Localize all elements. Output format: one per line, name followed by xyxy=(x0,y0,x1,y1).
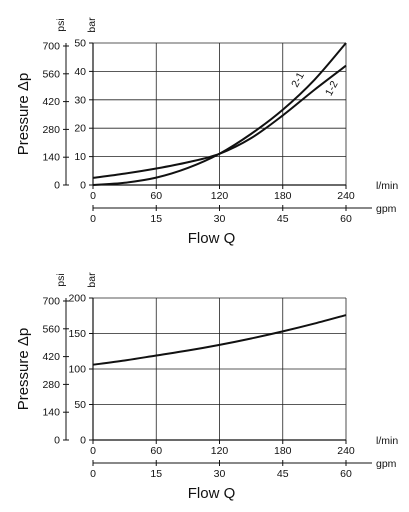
psi-tick-label: 420 xyxy=(42,96,60,108)
lpm-tick-label: 0 xyxy=(90,445,96,457)
lpm-unit: l/min xyxy=(376,180,398,192)
gpm-tick-label: 60 xyxy=(340,468,352,480)
bar-tick-label: 0 xyxy=(80,435,86,447)
bar-tick-label: 50 xyxy=(74,399,86,411)
gpm-tick-label: 30 xyxy=(214,468,226,480)
bar-tick-label: 100 xyxy=(68,364,86,376)
x-axis-title: Flow Q xyxy=(188,230,236,247)
lpm-tick-label: 240 xyxy=(337,445,355,457)
gpm-tick-label: 15 xyxy=(150,468,162,480)
bar-tick-label: 150 xyxy=(68,328,86,340)
bar-tick-label: 10 xyxy=(74,151,86,163)
series-line-0 xyxy=(92,314,347,366)
chart-top: 0 10 20 30 40 50 0 140 280 420 560 700 psi bar Pressur… xyxy=(15,17,398,247)
bar-tick-label: 20 xyxy=(74,123,86,135)
gpm-tick-label: 45 xyxy=(277,213,289,225)
psi-tick-label: 280 xyxy=(42,124,60,136)
lpm-tick-label: 120 xyxy=(211,445,229,457)
bar-tick-label: 40 xyxy=(74,66,86,78)
psi-tick-label: 140 xyxy=(42,407,60,419)
lpm-tick-label: 180 xyxy=(274,445,292,457)
psi-tick-label: 420 xyxy=(42,351,60,363)
psi-tick-label: 0 xyxy=(54,180,60,192)
lpm-tick-label: 0 xyxy=(90,190,96,202)
psi-unit: psi xyxy=(55,18,67,31)
gpm-tick-label: 15 xyxy=(150,213,162,225)
lpm-tick-label: 180 xyxy=(274,190,292,202)
psi-tick-label: 0 xyxy=(54,435,60,447)
psi-tick-label: 140 xyxy=(42,152,60,164)
lpm-tick-label: 60 xyxy=(150,190,162,202)
bar-unit: bar xyxy=(86,272,98,288)
gpm-tick-label: 0 xyxy=(90,468,96,480)
y-axis-title: Pressure Δp xyxy=(15,73,32,156)
bar-tick-label: 30 xyxy=(74,94,86,106)
bar-tick-label: 0 xyxy=(80,180,86,192)
psi-tick-label: 560 xyxy=(42,323,60,335)
psi-tick-label: 560 xyxy=(42,68,60,80)
psi-tick-label: 280 xyxy=(42,379,60,391)
psi-tick-label: 700 xyxy=(42,296,60,308)
gpm-unit: gpm xyxy=(376,203,397,215)
series-label: 2-1 xyxy=(289,70,307,89)
gpm-unit: gpm xyxy=(376,458,397,470)
gpm-tick-label: 60 xyxy=(340,213,352,225)
bar-unit: bar xyxy=(86,17,98,33)
psi-tick-label: 700 xyxy=(42,41,60,53)
gpm-tick-label: 0 xyxy=(90,213,96,225)
bar-tick-label: 200 xyxy=(68,293,86,305)
x-axis-title: Flow Q xyxy=(188,485,236,502)
psi-unit: psi xyxy=(55,273,67,286)
lpm-tick-label: 240 xyxy=(337,190,355,202)
lpm-unit: l/min xyxy=(376,435,398,447)
gpm-tick-label: 30 xyxy=(214,213,226,225)
lpm-tick-label: 60 xyxy=(150,445,162,457)
bar-tick-label: 50 xyxy=(74,38,86,50)
series-line-1-2 xyxy=(92,64,347,179)
lpm-tick-label: 120 xyxy=(211,190,229,202)
y-axis-title: Pressure Δp xyxy=(15,328,32,411)
gpm-tick-label: 45 xyxy=(277,468,289,480)
